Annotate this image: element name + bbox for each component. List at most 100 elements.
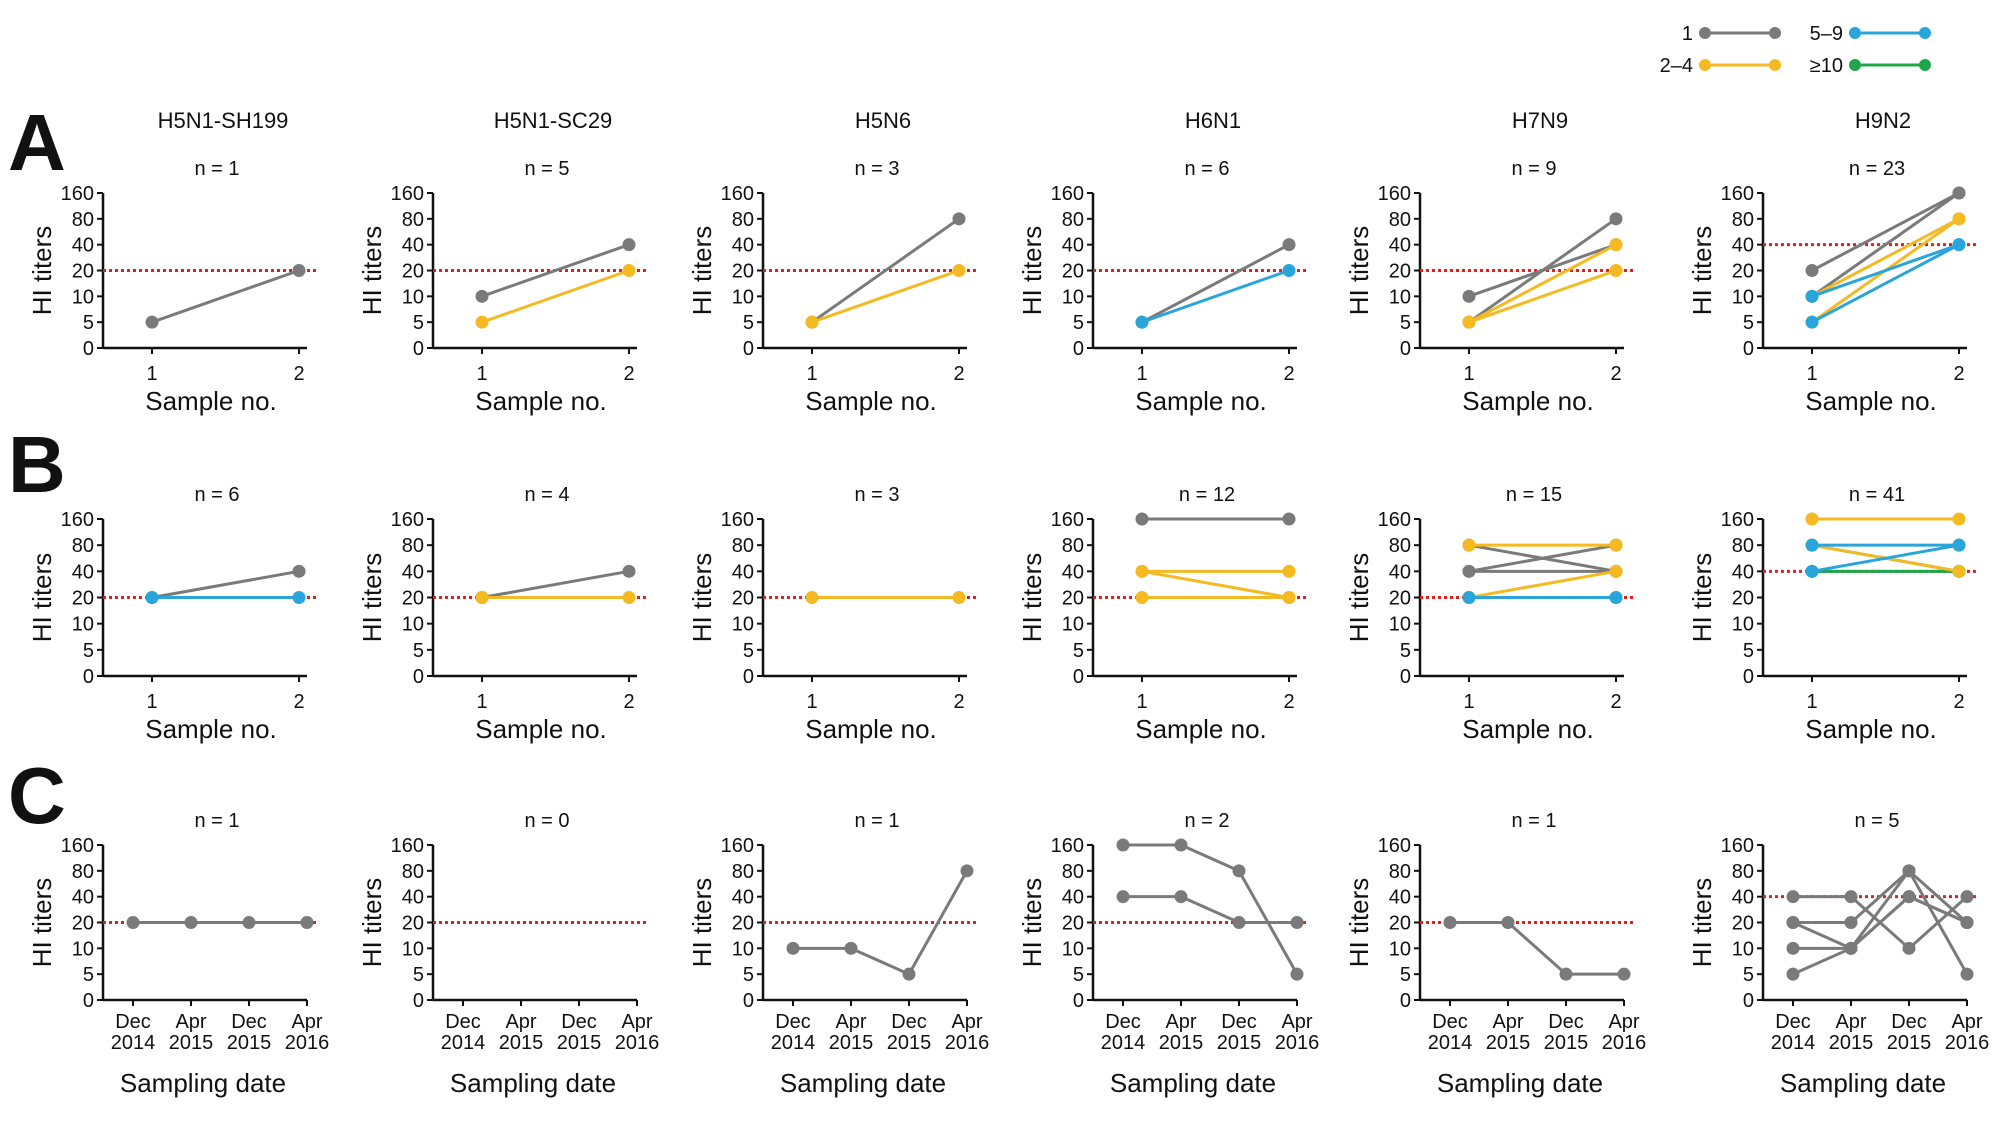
n-label: n = 0 [524, 810, 569, 832]
x-tick-label: 1 [476, 691, 487, 713]
y-tick-label: 10 [1389, 938, 1411, 960]
data-point [622, 238, 636, 252]
x-tick-label: Dec 2014 [771, 1011, 816, 1054]
y-tick-label: 40 [1389, 235, 1411, 257]
data-point [1902, 864, 1916, 878]
x-tick-month: Apr [835, 1011, 866, 1033]
x-tick-label: 1 [146, 691, 157, 713]
y-tick-label: 160 [721, 835, 754, 857]
n-label: n = 15 [1506, 484, 1562, 506]
data-point [292, 264, 306, 277]
y-tick-label: 5 [1743, 640, 1754, 662]
data-point [1609, 591, 1623, 604]
n-label: n = 3 [854, 158, 899, 180]
x-tick-label: Apr 2015 [1829, 1011, 1874, 1054]
data-point [1290, 967, 1304, 981]
x-tick-year: 2015 [1217, 1032, 1262, 1054]
data-point [902, 967, 916, 981]
y-tick-label: 160 [61, 835, 94, 857]
y-tick-label: 10 [402, 286, 424, 308]
y-axis-label: HI titers [27, 226, 57, 316]
series-1 [805, 591, 966, 604]
y-tick-label: 80 [402, 861, 424, 883]
n-label: n = 1 [854, 810, 899, 832]
data-point [1805, 315, 1819, 329]
y-tick-label: 0 [83, 666, 94, 688]
x-axis-label: Sampling date [1780, 1068, 1946, 1098]
y-tick-label: 160 [721, 183, 754, 205]
y-tick-label: 40 [402, 887, 424, 909]
y-tick-label: 5 [83, 964, 94, 986]
y-tick-label: 40 [1732, 235, 1754, 257]
y-tick-label: 80 [1732, 209, 1754, 231]
y-tick-label: 80 [1389, 209, 1411, 231]
series-1 [475, 238, 636, 303]
y-tick-label: 0 [1073, 990, 1084, 1012]
y-axis-label: HI titers [687, 878, 717, 968]
x-tick-month: Apr [1608, 1011, 1639, 1033]
y-tick-label: 160 [61, 509, 94, 531]
data-point [1609, 264, 1623, 277]
n-label: n = 1 [194, 810, 239, 832]
y-tick-label: 5 [1743, 964, 1754, 986]
n-label: n = 12 [1179, 484, 1235, 506]
data-point [1786, 941, 1800, 955]
panel-A-H7N9: n = 9 HI titers 0 5 10 20 40 80 160 1 2 Sample no. [1344, 158, 1634, 416]
x-tick-label: Apr 2016 [945, 1011, 990, 1054]
x-tick-label: Apr 2016 [285, 1011, 330, 1054]
y-tick-label: 20 [1389, 588, 1411, 610]
data-point [1282, 264, 1296, 277]
data-point [1116, 838, 1130, 852]
y-tick-label: 0 [413, 338, 424, 360]
panel-B-H5N6: n = 3 HI titers 0 5 10 20 40 80 160 1 2 Sample no. [687, 484, 977, 744]
y-axis-label: HI titers [1344, 878, 1374, 968]
y-tick-label: 20 [1062, 588, 1084, 610]
n-label: n = 41 [1849, 484, 1905, 506]
x-tick-label: 2 [623, 363, 634, 385]
x-tick-year: 2014 [771, 1032, 816, 1054]
series-line [811, 269, 960, 324]
x-tick-month: Dec [1548, 1011, 1584, 1033]
y-tick-label: 10 [1389, 614, 1411, 636]
y-tick-label: 40 [402, 235, 424, 257]
series-line [1450, 921, 1624, 976]
data-point [1116, 890, 1130, 904]
y-tick-label: 5 [1073, 964, 1084, 986]
y-tick-label: 20 [1062, 913, 1084, 935]
x-tick-label: 1 [1136, 363, 1147, 385]
data-point [126, 916, 140, 929]
data-point [1174, 890, 1188, 904]
data-point [1805, 538, 1819, 552]
x-tick-month: Apr [291, 1011, 322, 1033]
y-tick-label: 80 [732, 861, 754, 883]
y-axis-label: HI titers [27, 553, 57, 643]
legend-entry-1: 1 [1682, 23, 1781, 45]
data-point [1902, 941, 1916, 955]
n-label: n = 4 [524, 484, 569, 506]
x-axis-label: Sampling date [450, 1068, 616, 1098]
data-point [1135, 591, 1149, 604]
data-point [1786, 890, 1800, 904]
x-axis-label: Sample no. [1805, 386, 1937, 416]
series-line [1141, 569, 1290, 599]
series-1 [1443, 916, 1631, 981]
x-tick-year: 2014 [1771, 1032, 1816, 1054]
x-tick-label: 2 [1283, 691, 1294, 713]
panel-A-H6N1: n = 6 HI titers 0 5 10 20 40 80 160 1 2 Sample no. [1017, 158, 1307, 416]
x-tick-label: Dec 2015 [227, 1011, 272, 1054]
legend-marker [1919, 59, 1931, 71]
y-tick-label: 40 [732, 235, 754, 257]
x-tick-month: Apr [1281, 1011, 1312, 1033]
x-tick-year: 2015 [227, 1032, 272, 1054]
series-line [1468, 543, 1617, 573]
x-tick-year: 2015 [1829, 1032, 1874, 1054]
data-point [1952, 538, 1966, 552]
series-line [1123, 895, 1297, 924]
y-tick-label: 20 [402, 913, 424, 935]
data-point [1609, 564, 1623, 578]
y-tick-label: 0 [1400, 990, 1411, 1012]
series-2 [475, 264, 636, 329]
x-tick-month: Dec [775, 1011, 811, 1033]
y-tick-label: 80 [72, 535, 94, 557]
x-tick-year: 2015 [169, 1032, 214, 1054]
